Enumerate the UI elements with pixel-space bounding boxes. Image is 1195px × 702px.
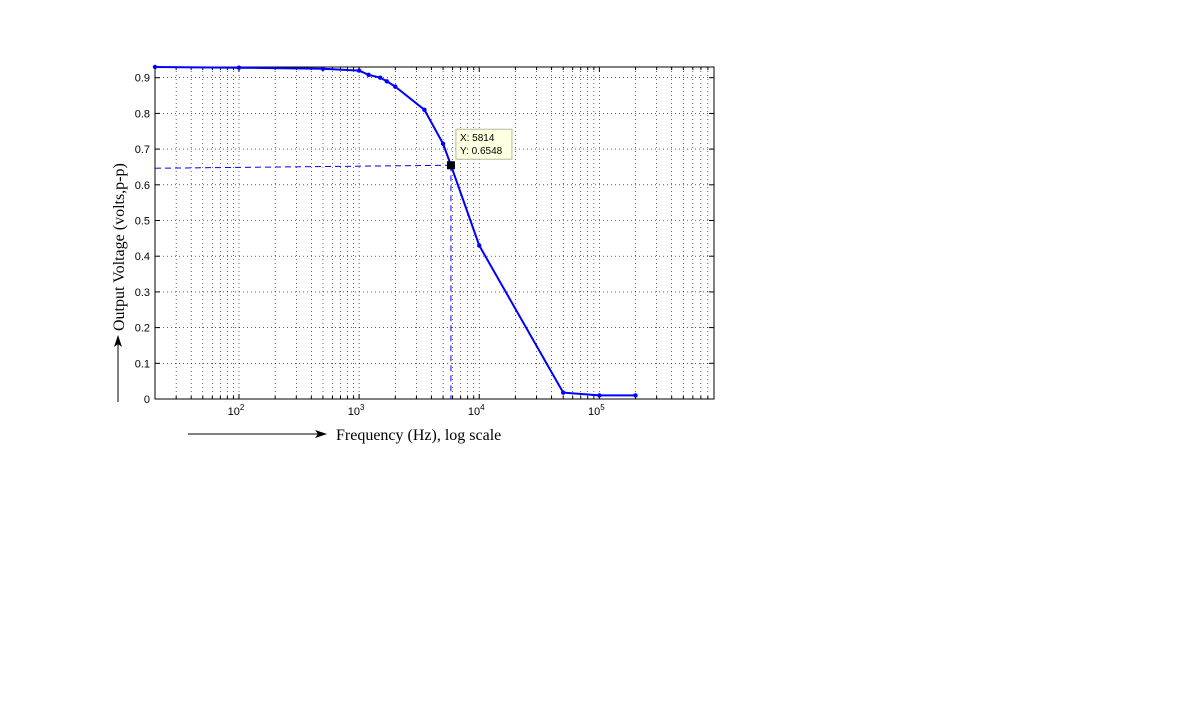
data-point bbox=[561, 390, 566, 395]
data-point bbox=[422, 107, 427, 113]
data-point bbox=[384, 79, 389, 84]
y-tick-label: 0.1 bbox=[135, 358, 150, 370]
y-tick-label: 0.2 bbox=[135, 323, 150, 335]
datatip[interactable]: X: 5814 Y: 0.6548 bbox=[446, 128, 513, 170]
x-axis-title: Frequency (Hz), log scale bbox=[336, 427, 501, 444]
y-tick-label: 0.6 bbox=[135, 180, 150, 192]
datatip-box bbox=[455, 128, 513, 160]
data-point bbox=[378, 75, 383, 80]
y-tick-label: 0.7 bbox=[135, 144, 150, 156]
y-tick-label: 0.8 bbox=[135, 108, 150, 120]
data-point bbox=[366, 72, 371, 78]
datatip-marker[interactable] bbox=[446, 161, 455, 170]
data-point bbox=[236, 65, 242, 70]
datatip-guides bbox=[154, 164, 452, 399]
datatip-y-value: Y: 0.6548 bbox=[460, 146, 503, 157]
data-point bbox=[393, 84, 398, 89]
data-point bbox=[152, 64, 158, 70]
data-point bbox=[440, 141, 446, 146]
data-point bbox=[320, 66, 326, 71]
data-point bbox=[597, 393, 602, 398]
axis-ticks bbox=[155, 67, 714, 400]
y-tick-labels: 0 0.1 0.2 0.3 0.4 0.5 0.6 0.7 0.8 0.9 bbox=[135, 73, 150, 406]
x-tick-label: 105 bbox=[588, 403, 605, 418]
grid-lines bbox=[155, 67, 714, 399]
x-tick-label: 104 bbox=[468, 403, 485, 418]
y-axis-title: Output Voltage (volts,p-p) bbox=[111, 163, 128, 331]
data-point bbox=[356, 68, 362, 73]
data-point bbox=[477, 243, 482, 248]
y-tick-label: 0.9 bbox=[135, 73, 150, 85]
x-tick-label: 102 bbox=[228, 403, 245, 418]
x-tick-labels: 102 103 104 105 bbox=[228, 403, 606, 418]
y-tick-label: 0.5 bbox=[135, 216, 150, 228]
axes-box bbox=[154, 66, 715, 400]
y-tick-label: 0.3 bbox=[135, 287, 150, 299]
y-tick-label: 0 bbox=[144, 394, 150, 406]
y-tick-label: 0.4 bbox=[135, 251, 150, 263]
x-tick-label: 103 bbox=[348, 403, 365, 418]
datatip-x-value: X: 5814 bbox=[460, 133, 495, 144]
plot-area bbox=[155, 67, 714, 399]
data-point bbox=[633, 393, 638, 398]
